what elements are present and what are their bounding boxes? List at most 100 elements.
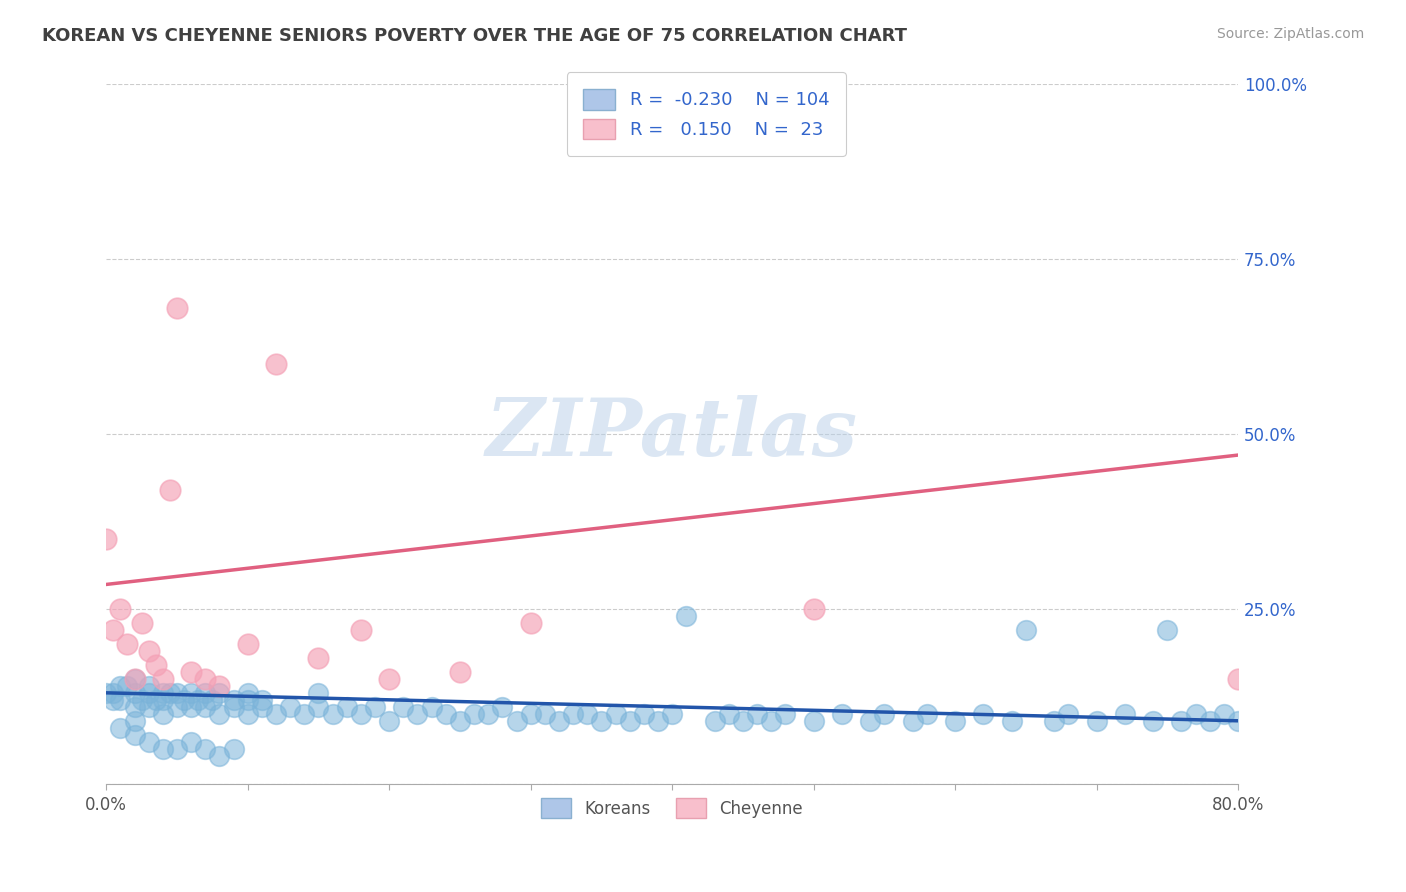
Point <box>236 706 259 721</box>
Point <box>731 714 754 728</box>
Point <box>322 706 344 721</box>
Point <box>972 706 994 721</box>
Point <box>307 699 329 714</box>
Point <box>1142 714 1164 728</box>
Point <box>647 714 669 728</box>
Point <box>292 706 315 721</box>
Point <box>173 693 195 707</box>
Point <box>222 741 245 756</box>
Point <box>831 706 853 721</box>
Point <box>187 693 209 707</box>
Point <box>434 706 457 721</box>
Point <box>96 686 118 700</box>
Point <box>449 665 471 679</box>
Text: KOREAN VS CHEYENNE SENIORS POVERTY OVER THE AGE OF 75 CORRELATION CHART: KOREAN VS CHEYENNE SENIORS POVERTY OVER … <box>42 27 907 45</box>
Point <box>803 714 825 728</box>
Point <box>124 686 146 700</box>
Point <box>745 706 768 721</box>
Text: Source: ZipAtlas.com: Source: ZipAtlas.com <box>1216 27 1364 41</box>
Point <box>420 699 443 714</box>
Point <box>152 741 174 756</box>
Point <box>350 706 373 721</box>
Point <box>208 748 231 763</box>
Point <box>110 602 132 616</box>
Point <box>534 706 557 721</box>
Point <box>236 686 259 700</box>
Point <box>152 693 174 707</box>
Point <box>138 679 160 693</box>
Point <box>138 699 160 714</box>
Point <box>138 735 160 749</box>
Point <box>477 706 499 721</box>
Point <box>180 686 202 700</box>
Point <box>264 357 287 371</box>
Point <box>675 608 697 623</box>
Text: ZIPatlas: ZIPatlas <box>486 395 858 473</box>
Point <box>124 672 146 686</box>
Point <box>201 693 224 707</box>
Point <box>124 699 146 714</box>
Point <box>364 699 387 714</box>
Point <box>194 699 217 714</box>
Point <box>1001 714 1024 728</box>
Point <box>519 706 541 721</box>
Point <box>1156 623 1178 637</box>
Point <box>159 483 181 497</box>
Point <box>1015 623 1038 637</box>
Point <box>378 714 401 728</box>
Point <box>1198 714 1220 728</box>
Point <box>406 706 429 721</box>
Point <box>110 693 132 707</box>
Point <box>166 686 188 700</box>
Point <box>392 699 415 714</box>
Point <box>703 714 725 728</box>
Point <box>103 623 125 637</box>
Point <box>505 714 527 728</box>
Point <box>110 721 132 735</box>
Point <box>943 714 966 728</box>
Point <box>124 672 146 686</box>
Point <box>307 651 329 665</box>
Point <box>166 301 188 316</box>
Point <box>138 686 160 700</box>
Point <box>152 686 174 700</box>
Point <box>250 699 273 714</box>
Point <box>605 706 627 721</box>
Point <box>350 623 373 637</box>
Point <box>236 637 259 651</box>
Point <box>145 657 167 672</box>
Point <box>131 693 153 707</box>
Point <box>775 706 797 721</box>
Point <box>1085 714 1108 728</box>
Point <box>1114 706 1136 721</box>
Point <box>103 686 125 700</box>
Point <box>803 602 825 616</box>
Point <box>449 714 471 728</box>
Point <box>124 714 146 728</box>
Point <box>110 679 132 693</box>
Point <box>1170 714 1192 728</box>
Point <box>761 714 783 728</box>
Point <box>336 699 359 714</box>
Point <box>915 706 938 721</box>
Point <box>117 679 139 693</box>
Point <box>250 693 273 707</box>
Point <box>1043 714 1066 728</box>
Point <box>180 665 202 679</box>
Point <box>901 714 924 728</box>
Point <box>222 693 245 707</box>
Point <box>138 644 160 658</box>
Point <box>1184 706 1206 721</box>
Point <box>548 714 571 728</box>
Point <box>131 615 153 630</box>
Point <box>463 706 485 721</box>
Point <box>264 706 287 721</box>
Point <box>307 686 329 700</box>
Point <box>208 706 231 721</box>
Point <box>166 741 188 756</box>
Point <box>859 714 882 728</box>
Legend: Koreans, Cheyenne: Koreans, Cheyenne <box>534 792 810 824</box>
Point <box>103 693 125 707</box>
Point <box>1213 706 1236 721</box>
Point <box>378 672 401 686</box>
